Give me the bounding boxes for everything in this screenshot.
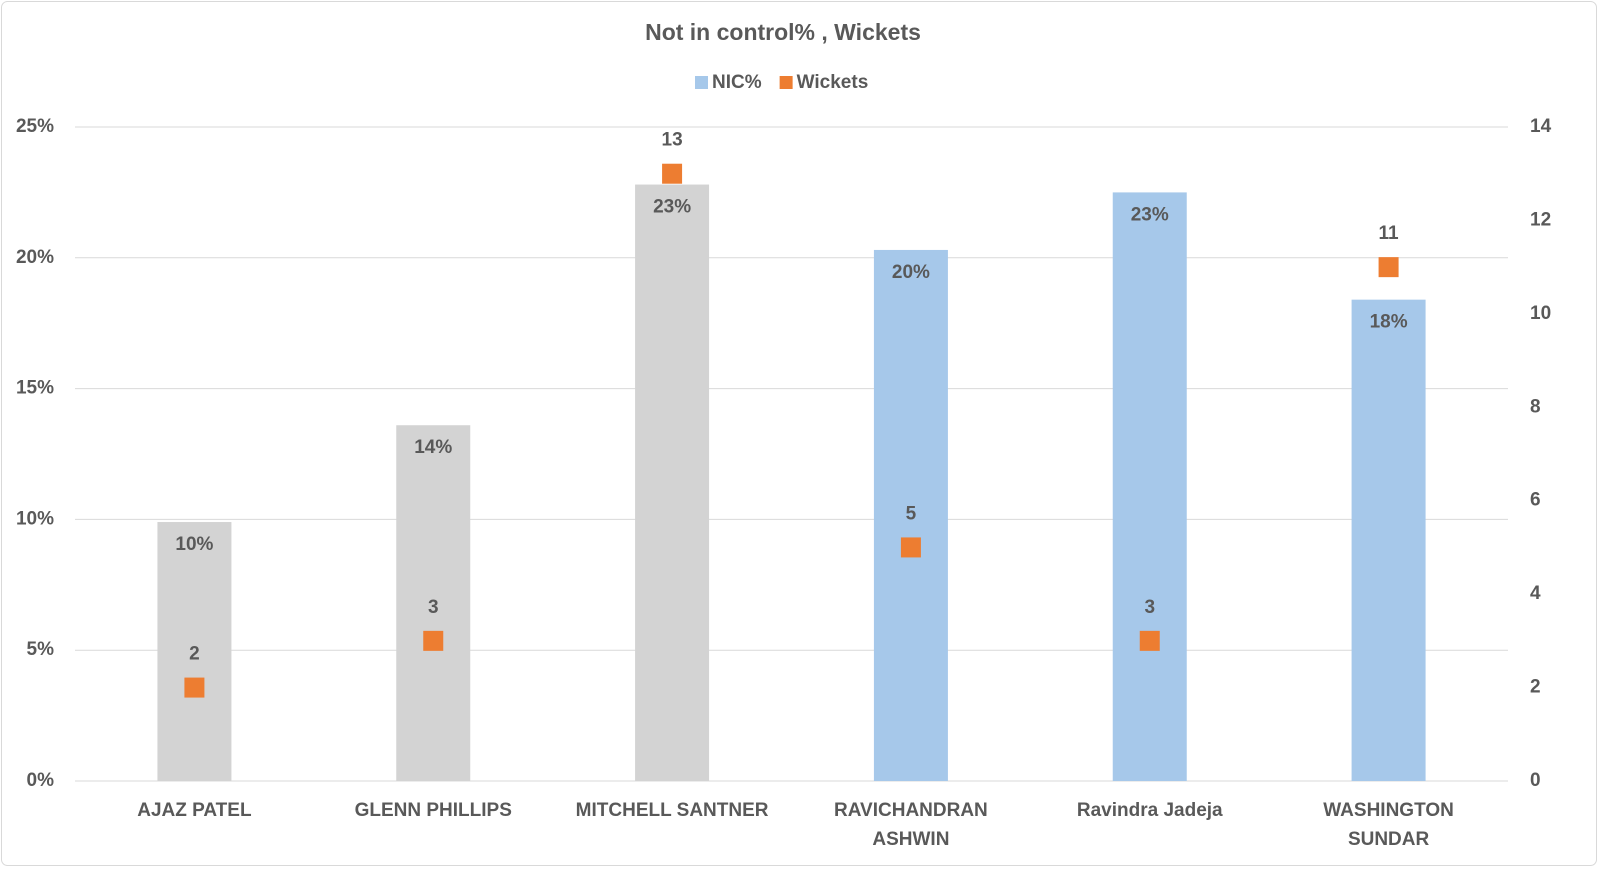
data-label: 23% bbox=[1131, 204, 1169, 225]
legend-swatch bbox=[779, 76, 793, 89]
x-tick-label: MITCHELL SANTNER bbox=[575, 800, 769, 821]
y-tick-label: 10% bbox=[16, 508, 54, 529]
marker bbox=[1139, 630, 1160, 651]
data-label: 23% bbox=[653, 197, 691, 218]
y-tick-label: 0% bbox=[27, 770, 55, 791]
y2-tick-label: 8 bbox=[1530, 396, 1541, 417]
y-tick-label: 15% bbox=[16, 378, 54, 399]
bar bbox=[873, 249, 948, 781]
y2-tick-label: 2 bbox=[1530, 677, 1541, 698]
y-tick-label: 5% bbox=[27, 639, 55, 660]
data-label: 10% bbox=[175, 534, 213, 555]
x-tick-label: GLENN PHILLIPS bbox=[354, 800, 512, 821]
data-label: 13 bbox=[662, 130, 683, 151]
legend-label: NIC% bbox=[712, 72, 762, 93]
marker bbox=[900, 537, 921, 558]
data-label: 5 bbox=[906, 503, 917, 524]
bar bbox=[396, 425, 471, 781]
y-tick-label: 25% bbox=[16, 116, 54, 137]
y2-tick-label: 12 bbox=[1530, 209, 1551, 230]
data-label: 3 bbox=[1144, 597, 1155, 618]
y2-tick-label: 0 bbox=[1530, 770, 1541, 791]
bar bbox=[1351, 299, 1426, 781]
y2-tick-label: 4 bbox=[1530, 583, 1541, 604]
data-label: 3 bbox=[428, 597, 439, 618]
marker bbox=[1378, 257, 1399, 278]
chart-title: Not in control% , Wickets bbox=[645, 19, 921, 45]
marker bbox=[184, 677, 205, 698]
bar bbox=[157, 522, 232, 781]
data-label: 11 bbox=[1379, 223, 1400, 244]
x-tick-label: RAVICHANDRAN ASHWIN bbox=[834, 800, 988, 850]
y2-tick-label: 6 bbox=[1530, 490, 1541, 511]
data-label: 14% bbox=[414, 437, 452, 458]
data-label: 2 bbox=[189, 644, 200, 665]
x-tick-label: WASHINGTON SUNDAR bbox=[1323, 800, 1454, 850]
bar bbox=[1112, 192, 1187, 781]
x-tick-label: Ravindra Jadeja bbox=[1076, 800, 1223, 821]
data-label: 18% bbox=[1370, 312, 1408, 333]
bar bbox=[635, 184, 710, 781]
x-tick-label: AJAZ PATEL bbox=[137, 800, 252, 821]
legend-swatch bbox=[695, 76, 708, 89]
y2-tick-label: 10 bbox=[1530, 303, 1551, 324]
data-label: 20% bbox=[892, 262, 930, 283]
marker bbox=[662, 163, 683, 184]
marker bbox=[423, 630, 444, 651]
legend-label: Wickets bbox=[797, 72, 869, 93]
y2-tick-label: 14 bbox=[1530, 116, 1552, 137]
y-tick-label: 20% bbox=[16, 247, 54, 268]
